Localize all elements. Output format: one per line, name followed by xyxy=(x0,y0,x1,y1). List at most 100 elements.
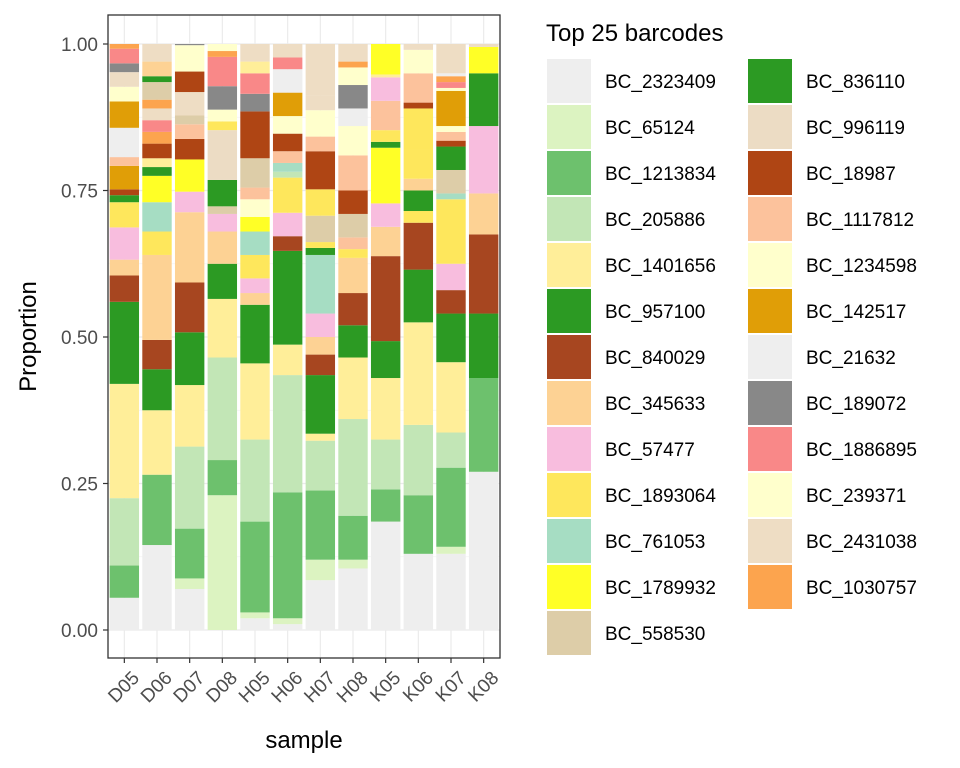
bar-segment xyxy=(240,199,270,217)
bar-segment xyxy=(305,110,336,137)
bar-segment xyxy=(109,63,140,73)
bar-segment xyxy=(305,189,336,216)
x-tick-label: D06 xyxy=(137,668,176,707)
bar-segment xyxy=(370,77,401,101)
bar-segment xyxy=(305,433,336,441)
bar-segment xyxy=(174,45,205,72)
bar-segment xyxy=(403,49,434,74)
legend-key xyxy=(547,105,591,149)
bar-segment xyxy=(305,95,336,111)
y-axis-title: Proportion xyxy=(15,281,42,392)
bar-segment xyxy=(109,565,140,598)
bar-segment xyxy=(109,189,140,196)
bar-segment xyxy=(109,195,140,203)
bar-stack-D05 xyxy=(109,44,140,630)
bar-segment xyxy=(240,439,270,522)
bar-segment xyxy=(436,76,466,83)
bar-segment xyxy=(174,138,205,160)
bar-segment xyxy=(142,339,172,370)
bar-segment xyxy=(109,383,140,499)
bar-segment xyxy=(142,474,172,546)
legend-item: BC_836110 xyxy=(748,59,905,103)
bar-segment xyxy=(142,82,172,100)
legend-key xyxy=(748,105,792,149)
bar-segment xyxy=(305,337,336,355)
legend-key xyxy=(547,151,591,195)
bar-segment xyxy=(338,357,368,420)
bar-segment xyxy=(207,86,238,110)
bar-segment xyxy=(338,61,368,68)
bar-segment xyxy=(174,385,205,447)
bar-segment xyxy=(403,222,434,270)
legend-label: BC_21632 xyxy=(806,348,896,369)
bar-segment xyxy=(174,588,205,630)
bar-segment xyxy=(142,44,172,62)
bar-segment xyxy=(370,256,401,342)
bar-segment xyxy=(305,151,336,190)
bar-segment xyxy=(207,179,238,207)
bar-segment xyxy=(468,46,499,74)
legend-key xyxy=(547,243,591,287)
bar-segment xyxy=(174,446,205,529)
bar-segment xyxy=(174,191,205,213)
bar-segment xyxy=(272,375,303,493)
legend-item: BC_239371 xyxy=(748,473,906,517)
bar-segment xyxy=(436,169,466,194)
bar-segment xyxy=(403,178,434,191)
legend-label: BC_2431038 xyxy=(806,532,917,553)
bar-segment xyxy=(109,44,140,49)
bar-segment xyxy=(338,85,368,109)
y-tick-label: 0.00 xyxy=(61,621,98,642)
legend-label: BC_1893064 xyxy=(605,486,716,507)
bar-segment xyxy=(240,254,270,279)
bar-segment xyxy=(403,322,434,425)
bar-segment xyxy=(142,175,172,203)
bar-segment xyxy=(436,467,466,547)
bar-segment xyxy=(142,158,172,168)
legend-label: BC_558530 xyxy=(605,624,705,645)
bar-segment xyxy=(338,213,368,238)
bar-stack-D08 xyxy=(207,44,238,630)
x-tick-label: D05 xyxy=(104,668,143,707)
x-tick-label: H07 xyxy=(300,668,339,707)
y-tick-label: 0.25 xyxy=(61,475,98,496)
bar-segment xyxy=(207,495,238,630)
bar-segment xyxy=(240,293,270,305)
bar-stack-H07 xyxy=(305,44,336,630)
bar-stack-H05 xyxy=(240,44,270,630)
legend-label: BC_996119 xyxy=(806,118,905,139)
x-tick-label: H06 xyxy=(268,668,307,707)
bar-segment xyxy=(468,126,499,194)
legend-key xyxy=(547,565,591,609)
x-axis-title: sample xyxy=(265,727,342,754)
bar-segment xyxy=(305,354,336,376)
bar-segment xyxy=(468,378,499,472)
bar-segment xyxy=(240,363,270,440)
legend-key xyxy=(748,151,792,195)
bar-segment xyxy=(207,460,238,496)
bar-segment xyxy=(436,140,466,147)
bar-segment xyxy=(240,187,270,200)
bar-segment xyxy=(403,102,434,109)
bar-segment xyxy=(436,126,466,132)
bar-segment xyxy=(305,375,336,434)
bar-segment xyxy=(207,51,238,57)
legend-key xyxy=(547,473,591,517)
legend-label: BC_65124 xyxy=(605,118,695,139)
bar-segment xyxy=(436,553,466,630)
bar-segment xyxy=(338,293,368,326)
bar-segment xyxy=(338,325,368,358)
bar-segment xyxy=(142,202,172,232)
bar-segment xyxy=(142,143,172,159)
y-axis: 0.00 0.25 0.50 0.75 1.00 xyxy=(61,35,108,642)
bar-stack-D07 xyxy=(174,44,205,630)
legend-label: BC_205886 xyxy=(605,210,705,231)
legend-key xyxy=(748,289,792,333)
bar-segment xyxy=(174,332,205,386)
legend-label: BC_345633 xyxy=(605,394,705,415)
bar-segment xyxy=(109,275,140,302)
legend-label: BC_1030757 xyxy=(806,578,917,599)
bar-segment xyxy=(338,515,368,560)
legend-item: BC_1401656 xyxy=(547,243,716,287)
